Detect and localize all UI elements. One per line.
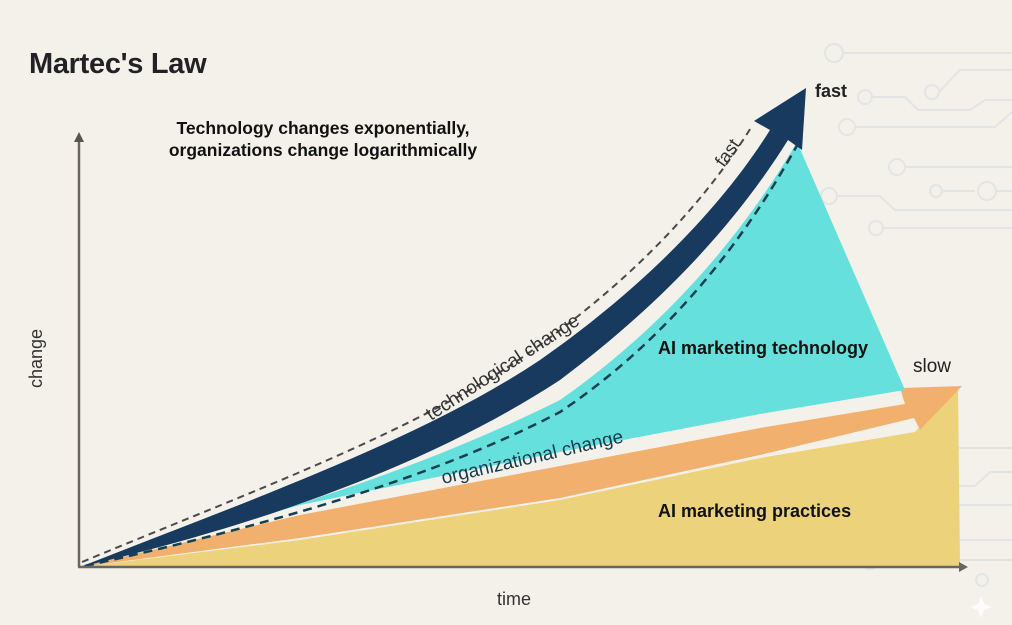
- page-title: Martec's Law: [29, 48, 207, 80]
- fast-curve-label: fast: [711, 135, 744, 170]
- axes: [74, 132, 968, 572]
- y-axis-label: change: [26, 329, 46, 388]
- x-axis-arrowhead-icon: [959, 562, 968, 572]
- organizational-change-arrow: [80, 386, 962, 567]
- organizational-dashed-line: [84, 139, 802, 568]
- fast-label: fast: [815, 81, 847, 101]
- slow-label: slow: [913, 356, 951, 377]
- y-axis-arrowhead-icon: [74, 132, 84, 142]
- sparkle-icon: [970, 596, 992, 618]
- practices-area: [80, 387, 960, 567]
- ai-marketing-practices-label: AI marketing practices: [658, 501, 851, 521]
- subtitle: Technology changes exponentially, organi…: [128, 117, 518, 161]
- subtitle-line-1: Technology changes exponentially,: [176, 118, 470, 138]
- subtitle-line-2: organizations change logarithmically: [168, 140, 478, 160]
- ai-marketing-technology-label: AI marketing technology: [658, 338, 868, 358]
- technology-area: [80, 142, 905, 567]
- x-axis-label: time: [497, 589, 531, 609]
- technological-dashed-line: [81, 125, 753, 563]
